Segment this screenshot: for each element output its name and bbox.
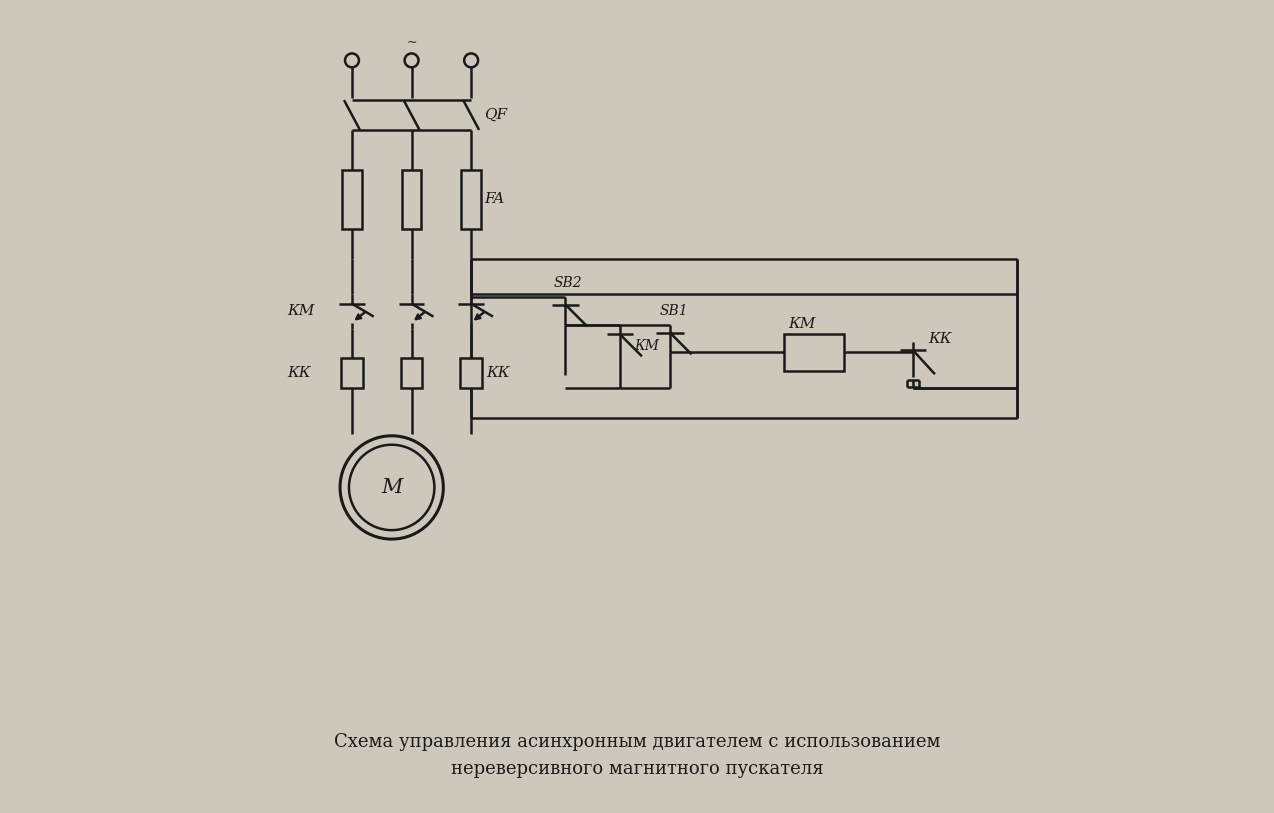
Text: SB2: SB2 (554, 276, 582, 290)
Text: QF: QF (484, 108, 507, 122)
Text: КК: КК (927, 333, 952, 346)
Text: КМ: КМ (288, 304, 315, 318)
Bar (341, 359, 363, 388)
Text: КК: КК (288, 366, 311, 380)
Text: SB1: SB1 (660, 304, 688, 318)
Circle shape (345, 54, 359, 67)
Text: КМ: КМ (634, 339, 659, 354)
Text: КК: КК (487, 366, 510, 380)
Bar (341, 170, 362, 229)
Circle shape (464, 54, 478, 67)
Text: М: М (381, 478, 403, 497)
Circle shape (405, 54, 418, 67)
Circle shape (349, 445, 434, 530)
Bar (400, 359, 423, 388)
Bar (461, 170, 482, 229)
Text: КМ: КМ (787, 316, 815, 331)
Bar (401, 170, 422, 229)
Bar (784, 333, 843, 372)
Text: Схема управления асинхронным двигателем с использованием
нереверсивного магнитно: Схема управления асинхронным двигателем … (334, 733, 940, 778)
Bar (460, 359, 482, 388)
Text: FA: FA (484, 193, 505, 207)
Circle shape (340, 436, 443, 539)
Text: ~: ~ (406, 36, 417, 49)
